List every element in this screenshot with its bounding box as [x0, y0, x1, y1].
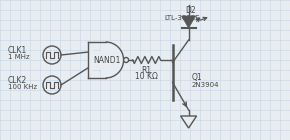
Text: 2N3904: 2N3904: [192, 81, 219, 88]
Polygon shape: [88, 42, 124, 78]
Text: LTL-307EE: LTL-307EE: [165, 15, 200, 21]
Text: Q1: Q1: [192, 73, 202, 82]
Text: 100 KHz: 100 KHz: [8, 84, 37, 90]
Text: 1 MHz: 1 MHz: [8, 54, 30, 60]
Polygon shape: [182, 16, 195, 28]
Polygon shape: [181, 116, 197, 128]
Text: 10 KΩ: 10 KΩ: [135, 72, 158, 81]
Text: NAND1: NAND1: [93, 55, 120, 65]
Text: D2: D2: [186, 5, 196, 15]
Text: R1: R1: [142, 66, 152, 75]
Circle shape: [124, 58, 128, 62]
Text: CLK1: CLK1: [8, 46, 27, 54]
Text: CLK2: CLK2: [8, 75, 27, 85]
